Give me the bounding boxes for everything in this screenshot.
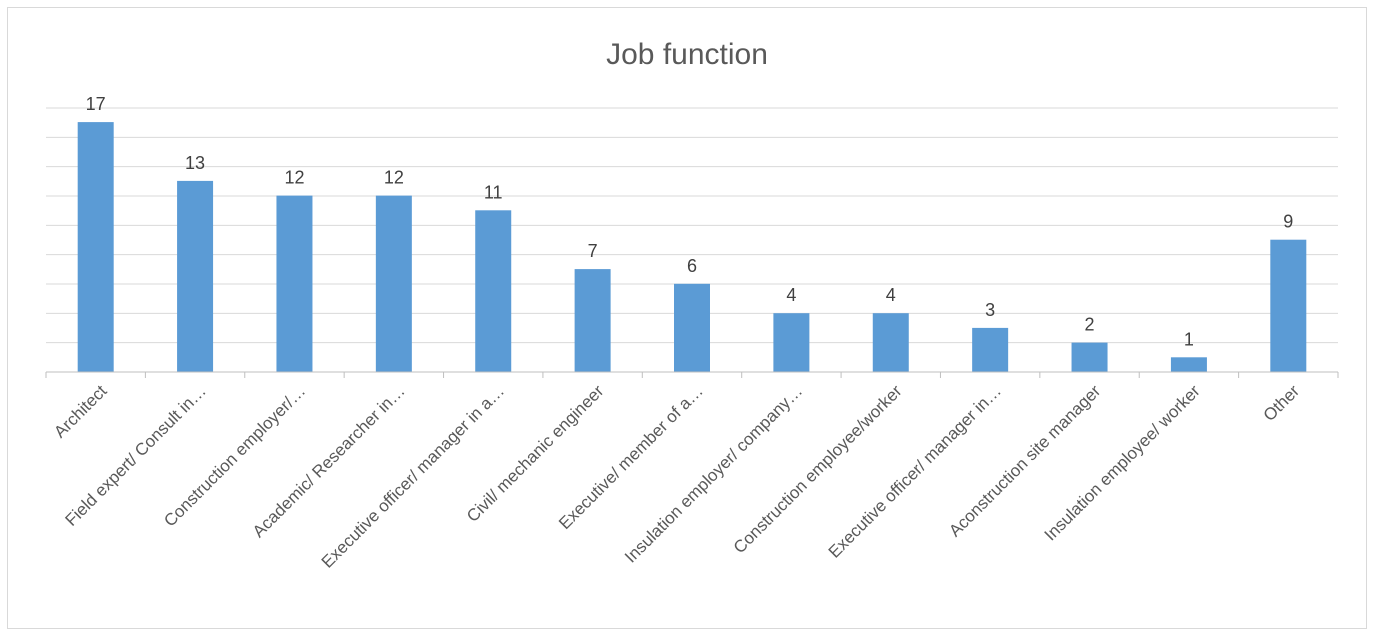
data-label: 13 <box>185 153 205 173</box>
bar <box>1071 342 1108 372</box>
data-label: 3 <box>985 300 995 320</box>
bar <box>276 195 313 372</box>
bar <box>674 283 710 372</box>
bars <box>77 122 1307 372</box>
bar <box>972 327 1009 372</box>
x-axis <box>45 371 1339 378</box>
data-label: 6 <box>687 256 697 276</box>
data-label: 4 <box>786 285 796 305</box>
bar <box>872 313 909 372</box>
bar <box>375 195 412 372</box>
data-label: 7 <box>588 241 598 261</box>
category-label: Construction employee/worker <box>730 381 906 557</box>
category-label: Executive officer/ manager in… <box>825 381 1005 561</box>
data-label: 9 <box>1283 212 1293 232</box>
data-label: 2 <box>1085 315 1095 335</box>
category-label: Insulation employee/ worker <box>1041 381 1204 544</box>
category-label: Other <box>1260 381 1304 425</box>
bar <box>574 269 611 372</box>
category-label: Architect <box>50 381 110 441</box>
bar <box>773 313 810 372</box>
bar <box>77 122 114 372</box>
data-label: 12 <box>384 168 404 188</box>
bar <box>1170 357 1207 372</box>
data-label: 11 <box>484 182 503 202</box>
category-label: Insulation employer/ company… <box>621 381 806 566</box>
data-label: 4 <box>886 285 896 305</box>
gridlines <box>46 107 1338 344</box>
bar <box>475 210 512 372</box>
data-labels: 17 13 12 12 11 7 6 4 4 3 2 1 9 <box>86 94 1294 349</box>
data-label: 1 <box>1184 329 1194 349</box>
data-label: 12 <box>284 168 304 188</box>
category-label: Executive officer/ manager in a… <box>318 381 508 571</box>
bar <box>177 180 214 372</box>
chart-title: Job function <box>606 38 768 71</box>
bar <box>1270 239 1307 372</box>
data-label: 17 <box>86 94 106 114</box>
